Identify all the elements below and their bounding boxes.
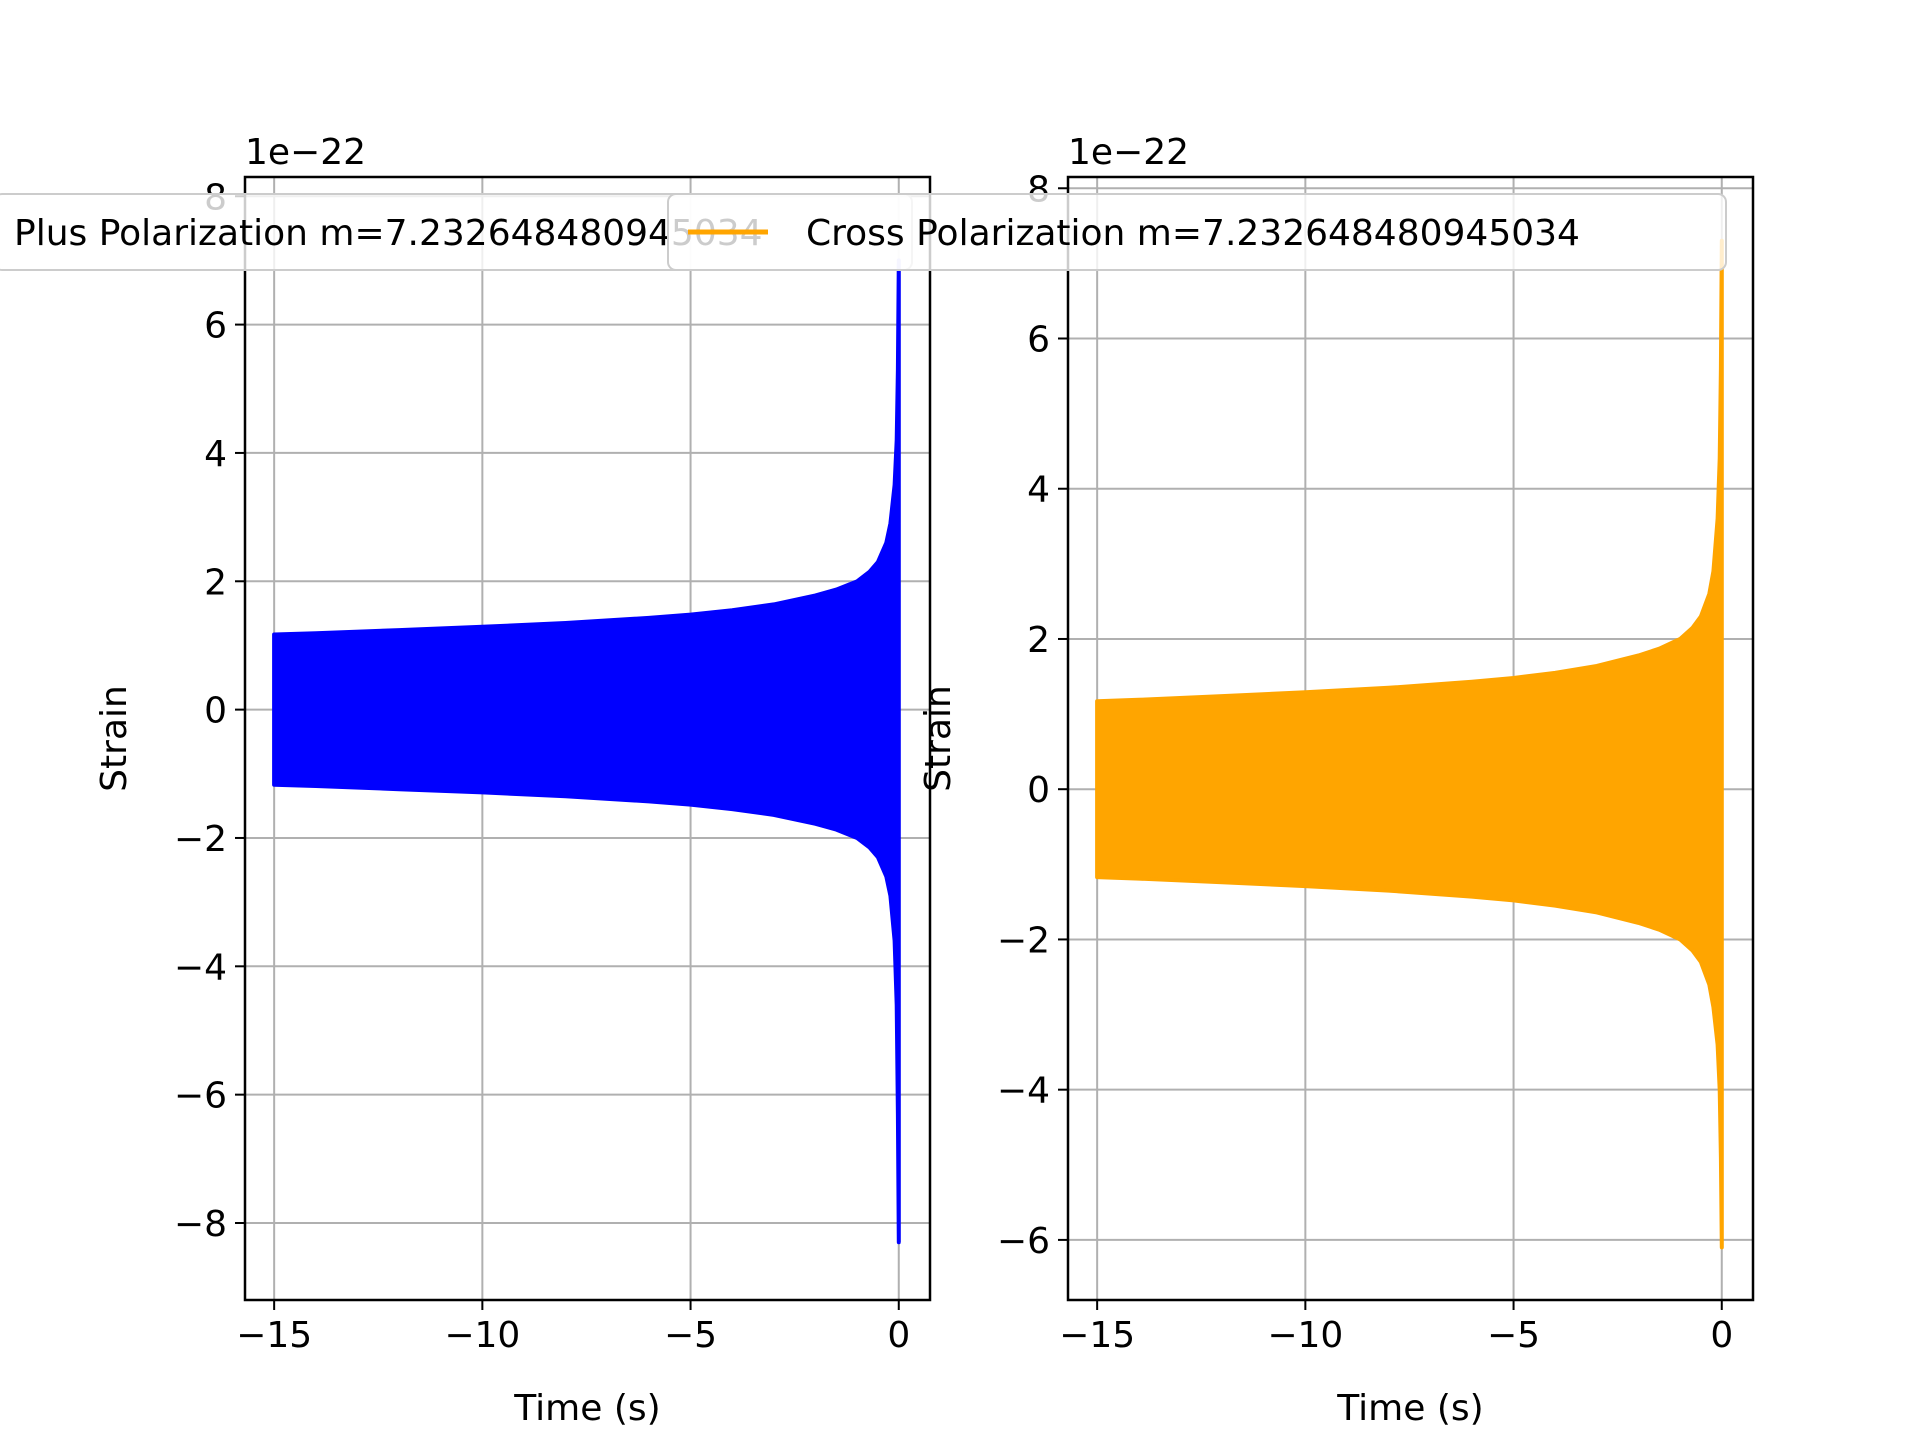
series-cross-polarization	[1095, 238, 1724, 1250]
legends: Plus Polarization m=7.232648480945034 Cro…	[0, 193, 1727, 271]
y-tick-label: −4	[174, 947, 227, 988]
y-tick-label: 4	[1027, 470, 1050, 511]
y-tick-label: −8	[174, 1204, 227, 1245]
y-tick-label: 4	[204, 434, 227, 475]
y-scale-offset: 1e−22	[245, 132, 366, 173]
y-tick-label: 2	[1027, 620, 1050, 661]
x-tick-label: 0	[1710, 1315, 1733, 1356]
y-axis-label: Strain	[918, 685, 959, 792]
y-tick-label: −6	[997, 1221, 1050, 1262]
y-tick-label: 6	[204, 306, 227, 347]
y-tick-label: 0	[204, 691, 227, 732]
y-scale-offset: 1e−22	[1068, 132, 1189, 173]
legend-label: Cross Polarization m=7.232648480945034	[806, 213, 1580, 254]
x-tick-label: −10	[1267, 1315, 1343, 1356]
y-tick-label: −6	[174, 1076, 227, 1117]
x-tick-label: 0	[887, 1315, 910, 1356]
y-tick-label: 0	[1027, 770, 1050, 811]
axes-frame	[243, 175, 932, 1302]
series-plus-polarization	[272, 258, 901, 1245]
x-tick-label: −15	[1059, 1315, 1135, 1356]
y-tick-label: −2	[174, 819, 227, 860]
y-axis-label: Strain	[94, 685, 135, 792]
y-tick-label: 2	[204, 562, 227, 603]
x-tick-label: −15	[236, 1315, 312, 1356]
legend-label: Plus Polarization m=7.232648480945034	[14, 213, 763, 254]
x-tick-label: −5	[664, 1315, 717, 1356]
y-tick-label: −2	[997, 920, 1050, 961]
x-tick-label: −5	[1487, 1315, 1540, 1356]
x-axis-label: Time (s)	[513, 1388, 660, 1429]
y-tick-label: −4	[997, 1071, 1050, 1112]
y-tick-label: 6	[1027, 320, 1050, 361]
legend-cross: Cross Polarization m=7.232648480945034	[667, 193, 1727, 271]
axes-frame	[1066, 175, 1755, 1302]
legend-box	[667, 193, 1727, 271]
x-axis-label: Time (s)	[1336, 1388, 1483, 1429]
x-tick-label: −10	[444, 1315, 520, 1356]
